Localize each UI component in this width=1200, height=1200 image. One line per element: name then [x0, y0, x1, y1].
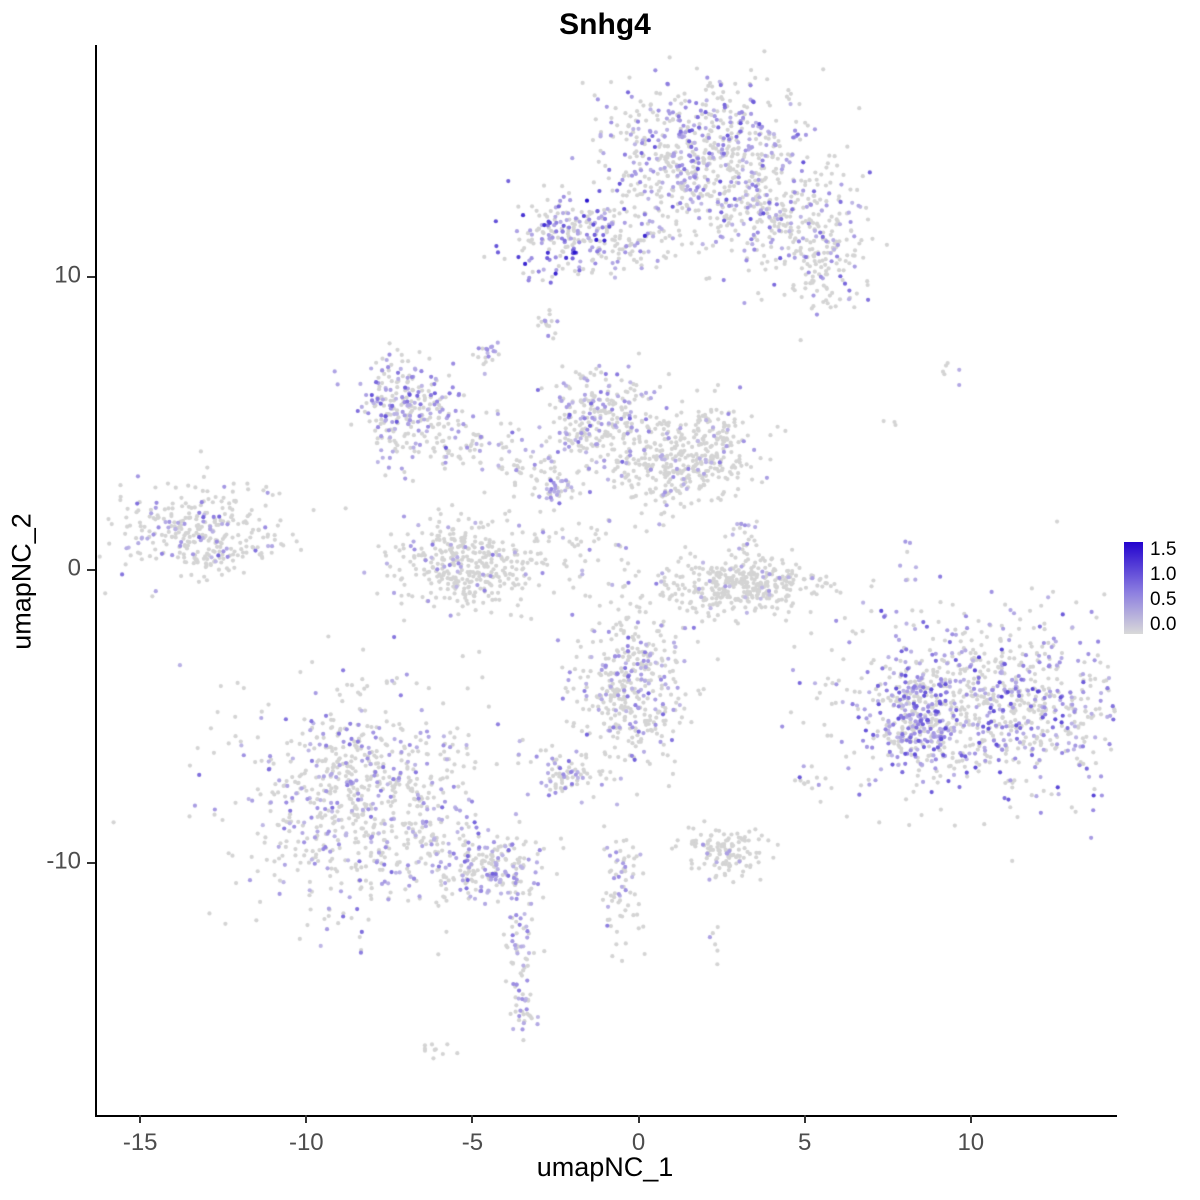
legend-tick-1.5: 1.5 — [1150, 539, 1177, 560]
legend-gradient-bar — [1124, 542, 1143, 634]
expression-legend: 1.5 1.0 0.5 0.0 — [1124, 539, 1176, 635]
x-tick-label: 10 — [957, 1129, 985, 1156]
x-tick-mark — [637, 1115, 640, 1123]
plot-title: Snhg4 — [559, 8, 651, 41]
y-tick-mark — [87, 568, 95, 571]
x-tick-mark — [139, 1115, 142, 1123]
legend-tick-0.0: 0.0 — [1150, 614, 1177, 635]
legend-tick-1.0: 1.0 — [1150, 564, 1177, 585]
x-tick-mark — [969, 1115, 972, 1123]
x-tick-mark — [305, 1115, 308, 1123]
y-tick-label: 0 — [67, 554, 81, 582]
umap-scatter-canvas — [97, 45, 1117, 1115]
x-tick-mark — [803, 1115, 806, 1123]
x-tick-label: -15 — [122, 1129, 158, 1156]
y-tick-label: 10 — [54, 261, 81, 289]
x-axis-title: umapNC_1 — [536, 1152, 674, 1182]
y-tick-mark — [87, 861, 95, 864]
y-tick-mark — [87, 275, 95, 278]
plot-panel: -15 -10 -5 0 5 10 10 0 -10 — [46, 45, 1117, 1156]
x-tick-label: 0 — [631, 1129, 646, 1156]
y-tick-label: -10 — [46, 847, 81, 875]
y-axis-title: umapNC_2 — [6, 513, 37, 650]
x-tick-mark — [471, 1115, 474, 1123]
x-tick-label: -5 — [461, 1129, 484, 1156]
legend-tick-0.5: 0.5 — [1150, 589, 1177, 610]
x-tick-label: 5 — [797, 1129, 812, 1156]
x-tick-label: -10 — [288, 1129, 324, 1156]
